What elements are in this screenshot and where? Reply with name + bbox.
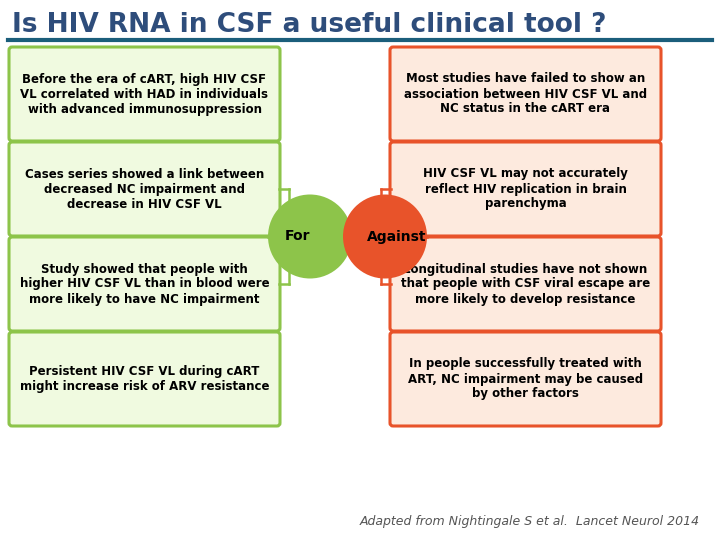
Circle shape xyxy=(343,194,427,279)
FancyBboxPatch shape xyxy=(9,237,280,331)
Text: For: For xyxy=(285,230,311,244)
FancyBboxPatch shape xyxy=(9,332,280,426)
FancyBboxPatch shape xyxy=(390,142,661,236)
Text: Most studies have failed to show an
association between HIV CSF VL and
NC status: Most studies have failed to show an asso… xyxy=(404,72,647,116)
Text: Study showed that people with
higher HIV CSF VL than in blood were
more likely t: Study showed that people with higher HIV… xyxy=(19,262,269,306)
Circle shape xyxy=(268,194,352,279)
FancyBboxPatch shape xyxy=(390,47,661,141)
Text: Longitudinal studies have not shown
that people with CSF viral escape are
more l: Longitudinal studies have not shown that… xyxy=(401,262,650,306)
Text: Is HIV RNA in CSF a useful clinical tool ?: Is HIV RNA in CSF a useful clinical tool… xyxy=(12,12,606,38)
FancyBboxPatch shape xyxy=(390,237,661,331)
FancyBboxPatch shape xyxy=(9,47,280,141)
Text: Cases series showed a link between
decreased NC impairment and
decrease in HIV C: Cases series showed a link between decre… xyxy=(25,167,264,211)
FancyBboxPatch shape xyxy=(390,332,661,426)
Text: Adapted from Nightingale S et al.  Lancet Neurol 2014: Adapted from Nightingale S et al. Lancet… xyxy=(360,515,700,528)
Text: HIV CSF VL may not accurately
reflect HIV replication in brain
parenchyma: HIV CSF VL may not accurately reflect HI… xyxy=(423,167,628,211)
Text: Against: Against xyxy=(367,230,427,244)
FancyBboxPatch shape xyxy=(9,142,280,236)
Text: Persistent HIV CSF VL during cART
might increase risk of ARV resistance: Persistent HIV CSF VL during cART might … xyxy=(19,365,269,393)
Text: Before the era of cART, high HIV CSF
VL correlated with HAD in individuals
with : Before the era of cART, high HIV CSF VL … xyxy=(20,72,269,116)
Text: In people successfully treated with
ART, NC impairment may be caused
by other fa: In people successfully treated with ART,… xyxy=(408,357,643,401)
